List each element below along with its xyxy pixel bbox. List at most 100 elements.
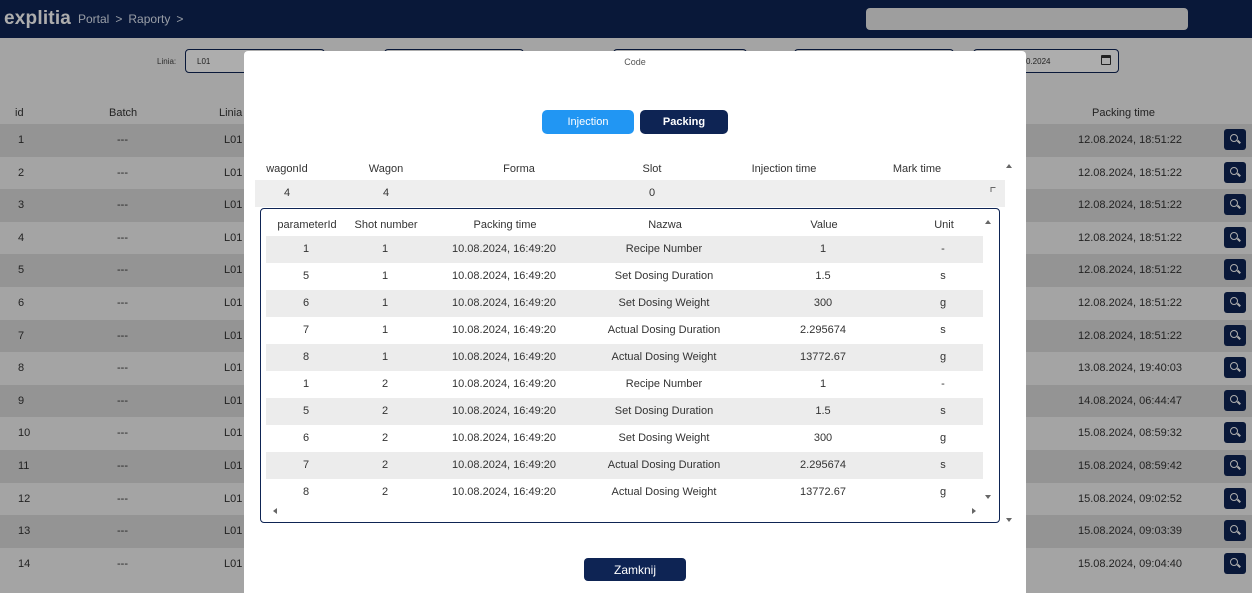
parameter-row[interactable]: 7 1 10.08.2024, 16:49:20 Actual Dosing Dura… xyxy=(266,317,983,344)
cell-shot: 2 xyxy=(381,459,389,471)
cell-shot: 2 xyxy=(381,378,389,390)
cell-shot: 1 xyxy=(381,270,389,282)
cell-id: 1 xyxy=(18,134,25,146)
cell-packing-time: 15.08.2024, 09:03:39 xyxy=(1078,525,1182,538)
parameter-row[interactable]: 8 1 10.08.2024, 16:49:20 Actual Dosing Weig… xyxy=(266,344,983,371)
cell-packing-time: 14.08.2024, 06:44:47 xyxy=(1078,394,1182,407)
cell-line: L01 xyxy=(224,394,243,407)
view-details-button[interactable] xyxy=(1224,454,1246,476)
parameters-table-header: parameterId Shot number Packing time Naz… xyxy=(261,209,981,237)
cell-batch: --- xyxy=(117,557,128,570)
cell-name: Set Dosing Duration xyxy=(614,405,714,417)
parameter-row[interactable]: 8 2 10.08.2024, 16:49:20 Actual Dosing Weig… xyxy=(266,479,983,506)
cell-name: Set Dosing Weight xyxy=(618,297,710,309)
cell-packing-time: 12.08.2024, 18:51:22 xyxy=(1078,231,1182,244)
close-button[interactable]: Zamknij xyxy=(584,558,686,581)
parameter-row[interactable]: 6 1 10.08.2024, 16:49:20 Set Dosing Weight 3… xyxy=(266,290,983,317)
table-row[interactable]: 14 --- L01 15.08.2024, 09:04:40 xyxy=(0,548,1252,581)
view-details-button[interactable] xyxy=(1224,487,1246,509)
search-input[interactable] xyxy=(866,8,1188,30)
breadcrumb-raporty[interactable]: Raporty xyxy=(128,12,171,26)
parameter-row[interactable]: 7 2 10.08.2024, 16:49:20 Actual Dosing Dura… xyxy=(266,452,983,479)
calendar-icon[interactable] xyxy=(1101,55,1111,65)
cell-unit: - xyxy=(941,378,945,390)
view-details-button[interactable] xyxy=(1224,129,1246,150)
inner-scroll-left-icon[interactable] xyxy=(273,508,277,514)
table-row[interactable]: 6 --- L01 12.08.2024, 18:51:22 xyxy=(0,287,1252,320)
cell-parameterid: 6 xyxy=(302,297,310,309)
header-nazwa: Nazwa xyxy=(648,219,682,231)
view-details-button[interactable] xyxy=(1224,324,1246,346)
tab-injection[interactable]: Injection xyxy=(542,110,634,134)
cell-line: L01 xyxy=(224,199,243,212)
cell-name: Set Dosing Duration xyxy=(614,270,714,282)
chevron-right-icon: > xyxy=(176,12,184,26)
table-row[interactable]: 2 --- L01 12.08.2024, 18:51:22 xyxy=(0,157,1252,190)
table-row[interactable]: 8 --- L01 13.08.2024, 19:40:03 xyxy=(0,352,1252,385)
table-row[interactable]: 4 --- L01 12.08.2024, 18:51:22 xyxy=(0,222,1252,255)
cell-time: 10.08.2024, 16:49:20 xyxy=(452,378,556,390)
cell-shot: 2 xyxy=(381,405,389,417)
cell-batch: --- xyxy=(117,329,128,342)
app-logo[interactable]: explitia xyxy=(4,8,72,29)
view-details-button[interactable] xyxy=(1224,291,1246,313)
cell-id: 9 xyxy=(18,394,25,407)
view-details-button[interactable] xyxy=(1224,194,1246,216)
table-row[interactable]: 10 --- L01 15.08.2024, 08:59:32 xyxy=(0,417,1252,450)
collapse-chevron-icon[interactable] xyxy=(990,187,996,192)
parameter-row[interactable]: 1 1 10.08.2024, 16:49:20 Recipe Number 1 - xyxy=(266,236,983,263)
cell-parameterid: 8 xyxy=(302,351,310,363)
cell-name: Recipe Number xyxy=(625,378,703,390)
view-details-button[interactable] xyxy=(1224,259,1246,281)
cell-parameterid: 7 xyxy=(302,459,310,471)
cell-parameterid: 8 xyxy=(302,486,310,498)
cell-time: 10.08.2024, 16:49:20 xyxy=(452,432,556,444)
header-parameterid: parameterId xyxy=(277,219,337,231)
cell-shot: 1 xyxy=(381,297,389,309)
cell-id: 4 xyxy=(18,231,25,244)
cell-packing-time: 12.08.2024, 18:51:22 xyxy=(1078,199,1182,212)
cell-time: 10.08.2024, 16:49:20 xyxy=(452,351,556,363)
cell-line: L01 xyxy=(224,557,243,570)
view-details-button[interactable] xyxy=(1224,357,1246,379)
cell-batch: --- xyxy=(117,394,128,407)
inner-scroll-right-icon[interactable] xyxy=(972,508,976,514)
parameter-row[interactable]: 1 2 10.08.2024, 16:49:20 Recipe Number 1 - xyxy=(266,371,983,398)
cell-batch: --- xyxy=(117,525,128,538)
header-slot: Slot xyxy=(642,163,662,175)
cell-shot: 2 xyxy=(381,432,389,444)
cell-batch: --- xyxy=(117,296,128,309)
wagon-row[interactable]: 4 4 0 xyxy=(255,180,1005,207)
cell-unit: g xyxy=(939,432,947,444)
breadcrumb: Portal > Raporty > xyxy=(78,12,183,26)
inner-scroll-down-icon[interactable] xyxy=(985,495,991,499)
cell-wagonid: 4 xyxy=(283,187,291,199)
parameter-row[interactable]: 6 2 10.08.2024, 16:49:20 Set Dosing Weight 3… xyxy=(266,425,983,452)
header-line: Linia xyxy=(219,107,243,119)
cell-name: Set Dosing Weight xyxy=(618,432,710,444)
parameter-row[interactable]: 5 2 10.08.2024, 16:49:20 Set Dosing Duratio… xyxy=(266,398,983,425)
parameter-row[interactable]: 5 1 10.08.2024, 16:49:20 Set Dosing Duratio… xyxy=(266,263,983,290)
cell-time: 10.08.2024, 16:49:20 xyxy=(452,297,556,309)
header-unit: Unit xyxy=(934,219,954,231)
cell-time: 10.08.2024, 16:49:20 xyxy=(452,459,556,471)
cell-shot: 1 xyxy=(381,324,389,336)
header-wagonid: wagonId xyxy=(266,163,308,175)
view-details-button[interactable] xyxy=(1224,520,1246,542)
view-details-button[interactable] xyxy=(1224,226,1246,248)
cell-id: 3 xyxy=(18,199,25,212)
view-details-button[interactable] xyxy=(1224,161,1246,183)
scroll-down-arrow-icon[interactable] xyxy=(1006,518,1012,522)
tab-packing[interactable]: Packing xyxy=(640,110,728,134)
scroll-up-arrow-icon[interactable] xyxy=(1006,164,1012,168)
inner-scroll-up-icon[interactable] xyxy=(985,220,991,224)
breadcrumb-portal[interactable]: Portal xyxy=(78,12,110,26)
view-details-button[interactable] xyxy=(1224,552,1246,574)
view-details-button[interactable] xyxy=(1224,389,1246,411)
chevron-right-icon: > xyxy=(115,12,123,26)
table-row[interactable]: 12 --- L01 15.08.2024, 09:02:52 xyxy=(0,483,1252,516)
view-details-button[interactable] xyxy=(1224,422,1246,444)
header-packing-time: Packing time xyxy=(473,219,537,231)
cell-wagon: 4 xyxy=(382,187,390,199)
cell-id: 14 xyxy=(18,557,31,570)
